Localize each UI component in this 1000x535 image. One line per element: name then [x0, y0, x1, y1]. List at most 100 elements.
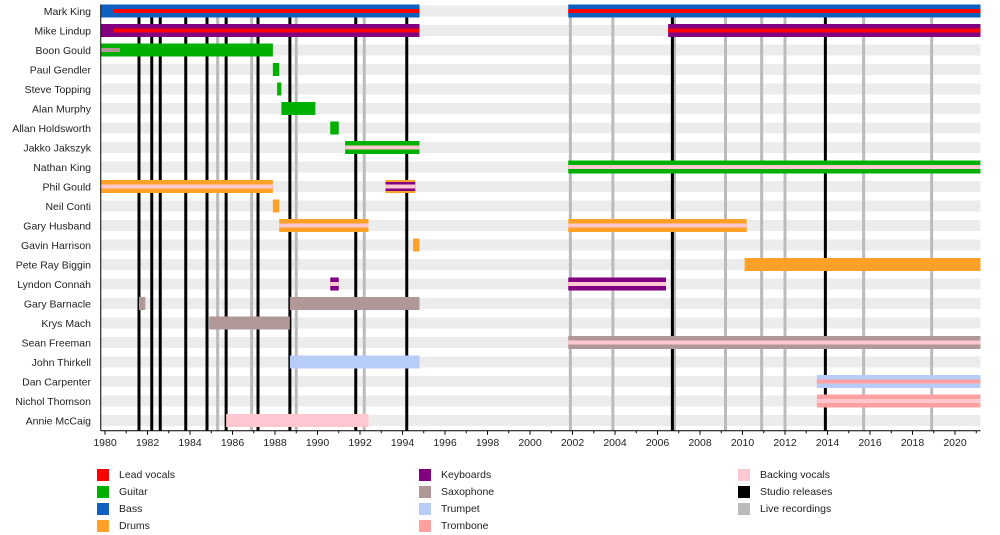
bar-inner [100, 48, 120, 52]
x-tick-label: 1988 [263, 437, 287, 449]
legend-label: Studio releases [760, 486, 833, 498]
row-band [100, 239, 981, 251]
member-label: Boon Gould [36, 45, 92, 57]
row-band [100, 83, 981, 95]
row-band [100, 122, 981, 134]
bar-guitar [277, 82, 282, 96]
legend-label: Keyboards [441, 469, 492, 481]
x-tick-label: 2004 [603, 437, 627, 449]
legend-swatch [738, 469, 750, 481]
x-tick-label: 2020 [943, 437, 967, 449]
x-tick-label: 1982 [136, 437, 160, 449]
bar-drums [413, 238, 420, 252]
member-label: Steve Topping [25, 84, 92, 96]
bar-guitar [281, 102, 316, 115]
x-tick-label: 1986 [221, 437, 245, 449]
bar-stripe [568, 340, 981, 345]
row-band [100, 220, 981, 231]
row-band [100, 376, 981, 387]
x-tick-label: 1990 [306, 437, 330, 449]
member-label: Lyndon Connah [17, 279, 91, 291]
legend-label: Lead vocals [119, 469, 176, 481]
x-tick-label: 2018 [901, 437, 925, 449]
bar-guitar [330, 121, 339, 135]
row-band [100, 278, 981, 290]
row-band [100, 103, 981, 114]
row-backgrounds [100, 5, 981, 426]
bar-saxophone [289, 297, 420, 310]
member-label: John Thirkell [32, 357, 91, 369]
legend-swatch [419, 469, 431, 481]
member-label: Mark King [44, 6, 91, 18]
member-label: Gary Husband [23, 220, 91, 232]
bar-stripe [816, 379, 981, 384]
legend-swatch [97, 486, 109, 498]
row-band [100, 298, 981, 309]
legend-label: Trombone [441, 520, 489, 532]
x-tick-label: 1998 [476, 437, 500, 449]
row-band [100, 200, 981, 212]
x-axis: 1980 1982 1984 1986 1988 1990 1992 1994 1996 1998… [93, 4, 981, 449]
bar-stripe [385, 184, 416, 189]
x-tick-label: 1996 [433, 437, 457, 449]
legend-label: Backing vocals [760, 469, 831, 481]
bar-drums [744, 258, 981, 271]
member-label: Gavin Harrison [21, 240, 91, 252]
member-labels: Mark King Mike Lindup Boon Gould Paul Gendl… [12, 6, 92, 427]
member-label: Jakko Jakszyk [23, 142, 91, 154]
legend-label: Bass [119, 503, 143, 515]
x-tick-label: 1994 [391, 437, 415, 449]
bar-inner [113, 9, 420, 13]
bar-stripe [100, 184, 273, 189]
member-label: Pete Ray Biggin [16, 259, 91, 271]
legend-label: Trumpet [441, 503, 480, 515]
x-tick-label: 1984 [178, 437, 202, 449]
bar-drums [272, 199, 280, 213]
legend-swatch [738, 486, 750, 498]
member-label: Dan Carpenter [22, 376, 91, 388]
bar-stripe [816, 399, 981, 403]
x-tick-label: 2008 [688, 437, 712, 449]
legend-swatch [419, 486, 431, 498]
bar-stripe [568, 282, 666, 286]
bar-guitar [272, 63, 280, 76]
row-band [100, 337, 981, 348]
row-band [100, 5, 981, 17]
bar-stripe [330, 282, 339, 286]
x-tick-label: 1992 [348, 437, 372, 449]
bar-saxophone [139, 297, 146, 310]
bar-stripe [345, 145, 420, 150]
bar-guitar [100, 43, 273, 57]
legend-label: Drums [119, 520, 150, 532]
bar-backing-vocals [226, 414, 369, 427]
legend-swatch [419, 503, 431, 515]
row-band [100, 317, 981, 329]
bar-saxophone [209, 316, 290, 330]
member-label: Nathan King [33, 162, 91, 174]
member-bars [100, 4, 981, 427]
x-tick-label: 2012 [773, 437, 797, 449]
x-tick-label: 1980 [93, 437, 117, 449]
member-label: Alan Murphy [32, 103, 92, 115]
x-tick-label: 2000 [518, 437, 542, 449]
row-band [100, 259, 981, 270]
row-band [100, 64, 981, 75]
member-label: Krys Mach [41, 318, 91, 330]
bar-trumpet [289, 355, 420, 369]
member-label: Neil Conti [45, 201, 91, 213]
bar-inner [668, 28, 981, 33]
x-tick-label: 2006 [646, 437, 670, 449]
bar-stripe [568, 165, 981, 169]
row-band [100, 415, 981, 426]
member-label: Phil Gould [43, 181, 92, 193]
row-band [100, 181, 981, 192]
legend-swatch [97, 503, 109, 515]
x-tick-label: 2014 [816, 437, 840, 449]
row-band [100, 356, 981, 368]
row-band [100, 161, 981, 173]
bar-stripe [279, 223, 369, 228]
bar-inner [568, 9, 981, 13]
member-label: Nichol Thomson [15, 396, 91, 408]
member-label: Gary Barnacle [24, 298, 91, 310]
